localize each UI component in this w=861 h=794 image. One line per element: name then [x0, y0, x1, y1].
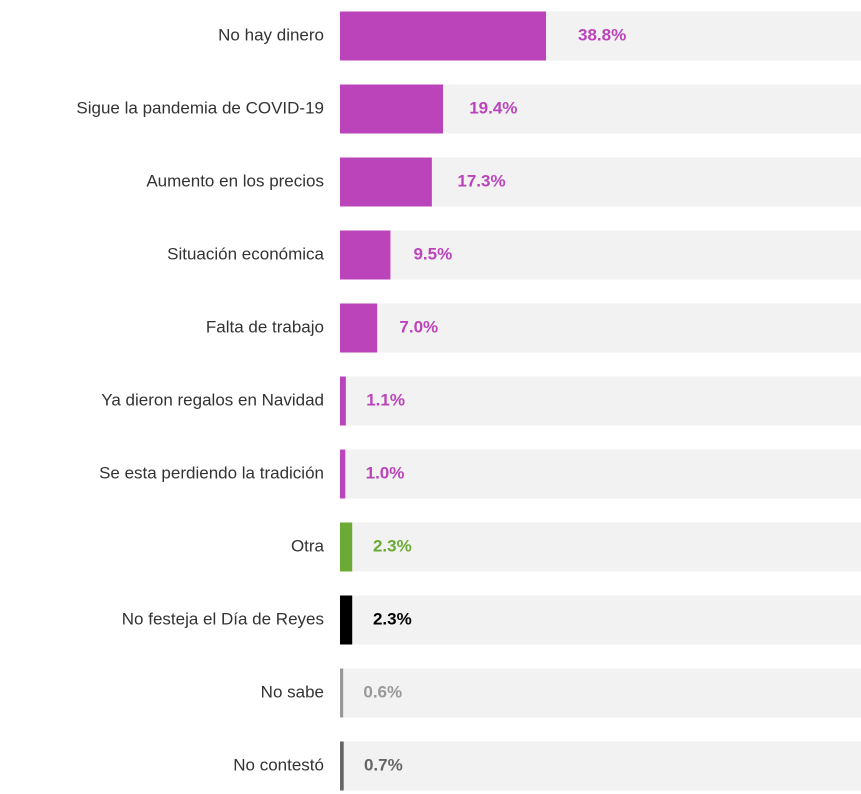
track [340, 741, 861, 791]
bar [340, 303, 378, 353]
bar [340, 741, 344, 791]
bar [340, 157, 432, 207]
category-label: Ya dieron regalos en Navidad [101, 390, 324, 409]
category-label: No contestó [233, 755, 324, 774]
track [340, 595, 861, 645]
track [340, 668, 861, 718]
value-label: 9.5% [413, 244, 452, 263]
value-label: 1.0% [366, 463, 405, 482]
category-label: No festeja el Día de Reyes [122, 609, 324, 628]
category-label: Falta de trabajo [206, 317, 324, 336]
track [340, 449, 861, 499]
value-label: 17.3% [457, 171, 505, 190]
category-label: Situación económica [167, 244, 324, 263]
category-label: Otra [291, 536, 325, 555]
value-label: 7.0% [399, 317, 438, 336]
bar [340, 522, 353, 572]
category-label: No sabe [261, 682, 324, 701]
bar [340, 84, 444, 134]
value-label: 2.3% [373, 609, 412, 628]
bar [340, 595, 353, 645]
bar [340, 230, 391, 280]
category-label: Aumento en los precios [146, 171, 324, 190]
value-label: 38.8% [578, 25, 626, 44]
bar [340, 449, 346, 499]
track [340, 376, 861, 426]
value-label: 0.6% [363, 682, 402, 701]
track [340, 303, 861, 353]
value-label: 0.7% [364, 755, 403, 774]
track [340, 230, 861, 280]
bar [340, 11, 547, 61]
value-label: 19.4% [469, 98, 517, 117]
category-label: No hay dinero [218, 25, 324, 44]
track [340, 522, 861, 572]
bar [340, 668, 344, 718]
category-label: Se esta perdiendo la tradición [99, 463, 324, 482]
bar [340, 376, 346, 426]
category-label: Sigue la pandemia de COVID-19 [76, 98, 324, 117]
value-label: 1.1% [366, 390, 405, 409]
value-label: 2.3% [373, 536, 412, 555]
